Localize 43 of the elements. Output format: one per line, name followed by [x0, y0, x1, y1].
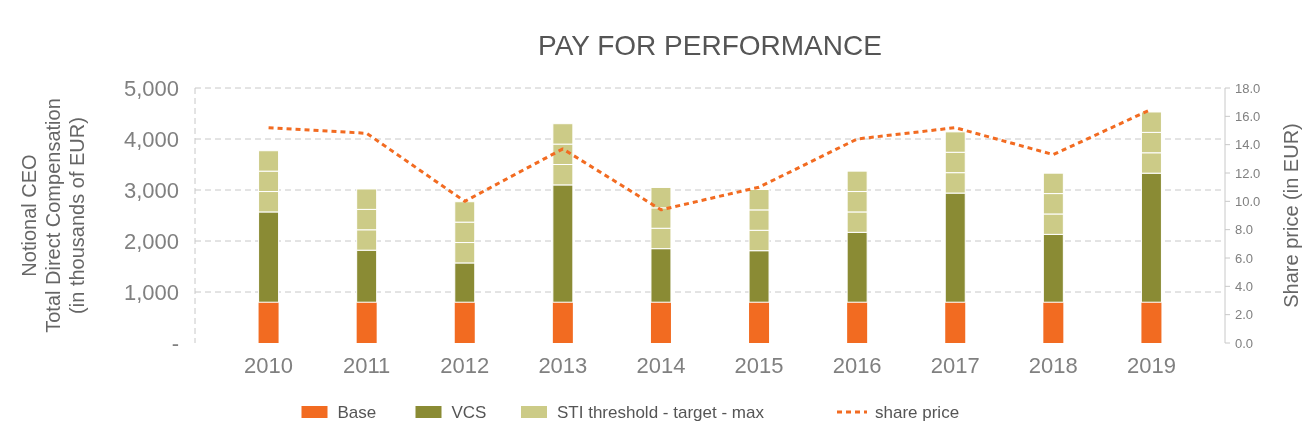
x-tick-label: 2010: [244, 353, 294, 378]
x-tick-label: 2012: [440, 353, 490, 378]
legend-label: Base: [337, 402, 377, 422]
bar: [258, 302, 279, 343]
y-axis-title: Notional CEO Total Direct Compensation (in thousands of EUR): [18, 98, 88, 333]
x-tick-label: 2011: [343, 353, 391, 378]
x-tick-label: 2014: [636, 353, 686, 378]
y-tick-label: 3,000: [123, 177, 179, 203]
y2-tick-label: 10.0: [1235, 193, 1261, 209]
y2-tick-label: 12.0: [1235, 165, 1261, 181]
bar: [650, 302, 671, 343]
y-tick-label: 4,000: [123, 126, 179, 152]
x-tick-label: 2015: [734, 353, 784, 378]
x-tick-label: 2018: [1028, 353, 1078, 378]
bar: [1141, 302, 1162, 343]
x-tick-label: 2017: [930, 353, 980, 378]
bar: [1043, 302, 1064, 343]
x-tick-label: 2016: [832, 353, 882, 378]
y2-tick-label: 0.0: [1235, 335, 1254, 351]
y-tick-label: 1,000: [123, 279, 179, 305]
bar: [749, 302, 770, 343]
bar: [945, 302, 966, 343]
y2-tick-label: 2.0: [1235, 307, 1254, 323]
y2-tick-label: 8.0: [1235, 222, 1254, 238]
bar: [454, 302, 475, 343]
bar: [847, 302, 868, 343]
y2-tick-label: 16.0: [1235, 108, 1261, 124]
x-tick-label: 2013: [538, 353, 588, 378]
chart-title: PAY FOR PERFORMANCE: [538, 30, 882, 61]
y2-tick-label: 4.0: [1235, 278, 1254, 294]
y2-axis-title: Share price (in EUR): [1280, 123, 1302, 308]
y-tick-label: -: [171, 330, 179, 356]
y2-tick-label: 14.0: [1235, 137, 1261, 153]
legend-label: VCS: [451, 402, 487, 422]
y-tick-label: 2,000: [123, 228, 179, 254]
y2-tick-label: 6.0: [1235, 250, 1254, 266]
y2-tick-label: 18.0: [1235, 80, 1261, 96]
legend-label: STI threshold - target - max: [557, 402, 765, 422]
legend-label: share price: [875, 402, 960, 422]
x-tick-label: 2019: [1126, 353, 1176, 378]
bar: [356, 302, 377, 343]
bar: [552, 302, 573, 343]
y-tick-label: 5,000: [123, 75, 179, 101]
